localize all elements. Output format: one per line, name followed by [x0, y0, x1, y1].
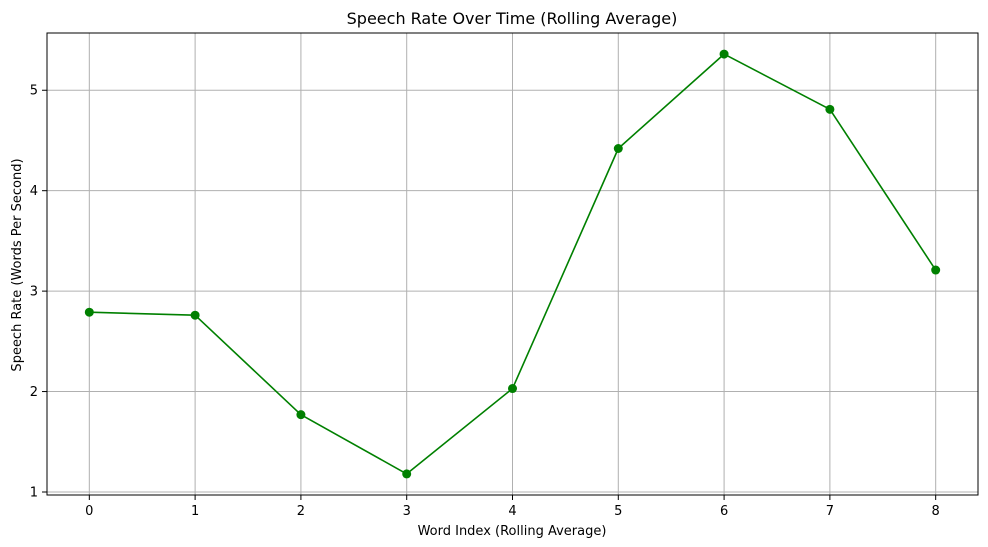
axis-layer: 0 1 2 3 4 5 6 7 8 1 2 3 4 5 [30, 32, 979, 519]
data-point-2 [296, 410, 306, 420]
data-point-8 [931, 265, 941, 275]
x-tick-label-3: 3 [403, 504, 411, 519]
y-tick-label-1: 2 [30, 385, 38, 400]
y-tick-label-4: 5 [30, 84, 38, 99]
chart-title: Speech Rate Over Time (Rolling Average) [347, 9, 678, 28]
x-tick-label-4: 4 [508, 504, 516, 519]
data-point-6 [719, 49, 729, 59]
data-point-0 [84, 307, 94, 317]
x-tick-label-5: 5 [614, 504, 622, 519]
data-point-4 [508, 384, 517, 394]
y-tick-label-0: 1 [30, 485, 38, 500]
x-tick-label-8: 8 [932, 504, 940, 519]
x-axis-label: Word Index (Rolling Average) [418, 524, 607, 539]
x-tick-label-7: 7 [826, 504, 834, 519]
x-tick-label-1: 1 [191, 504, 199, 519]
y-tick-label-2: 3 [30, 285, 38, 300]
data-point-1 [190, 310, 200, 320]
data-point-7 [825, 104, 835, 114]
data-point-3 [402, 469, 412, 479]
data-point-5 [613, 144, 623, 153]
x-tick-label-0: 0 [85, 504, 93, 519]
y-axis-label: Speech Rate (Words Per Second) [10, 158, 25, 371]
x-tick-label-6: 6 [720, 504, 728, 519]
grid-layer [47, 33, 978, 495]
series-layer [84, 49, 941, 479]
x-tick-label-2: 2 [297, 504, 305, 519]
y-tick-label-3: 4 [30, 184, 38, 199]
